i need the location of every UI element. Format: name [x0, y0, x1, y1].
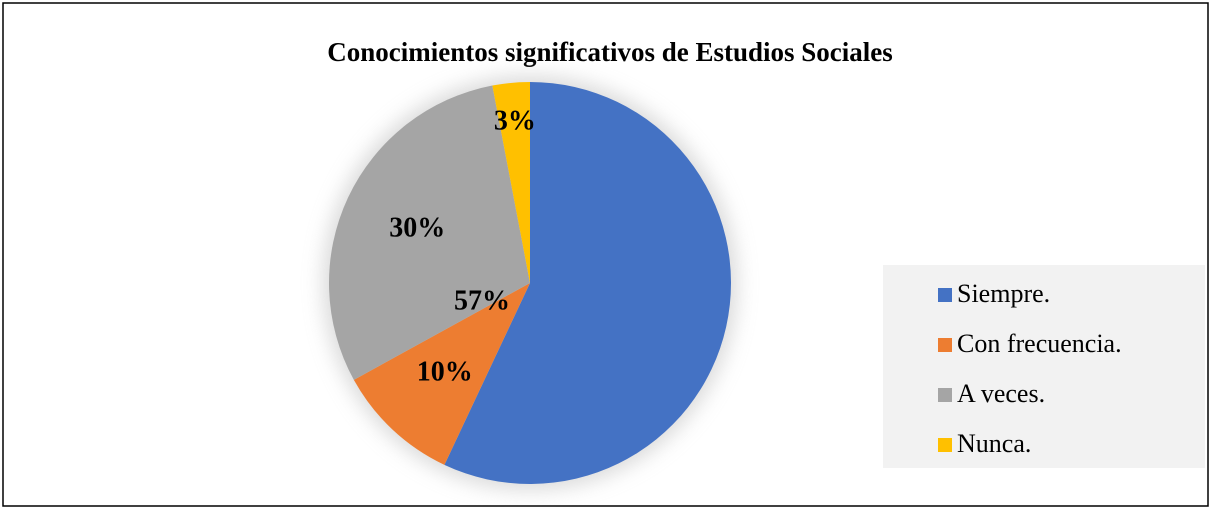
- legend-swatch: [938, 438, 952, 452]
- chart-title: Conocimientos significativos de Estudios…: [327, 37, 893, 67]
- pie-slice: [444, 82, 732, 484]
- legend-swatch: [938, 288, 952, 302]
- legend-label: A veces.: [957, 379, 1045, 408]
- pie-slice: [492, 82, 530, 283]
- legend-label: Nunca.: [957, 429, 1031, 458]
- pie-slice: [353, 283, 530, 465]
- legend-label: Siempre.: [957, 279, 1050, 308]
- legend-box: [883, 265, 1205, 468]
- pie-slice: [329, 85, 530, 380]
- legend-label: Con frecuencia.: [957, 329, 1122, 358]
- data-label: 30%: [389, 212, 445, 243]
- data-label: 10%: [417, 356, 473, 387]
- data-label: 3%: [494, 105, 536, 136]
- legend-swatch: [938, 388, 952, 402]
- legend-swatch: [938, 338, 952, 352]
- data-label: 57%: [454, 285, 510, 316]
